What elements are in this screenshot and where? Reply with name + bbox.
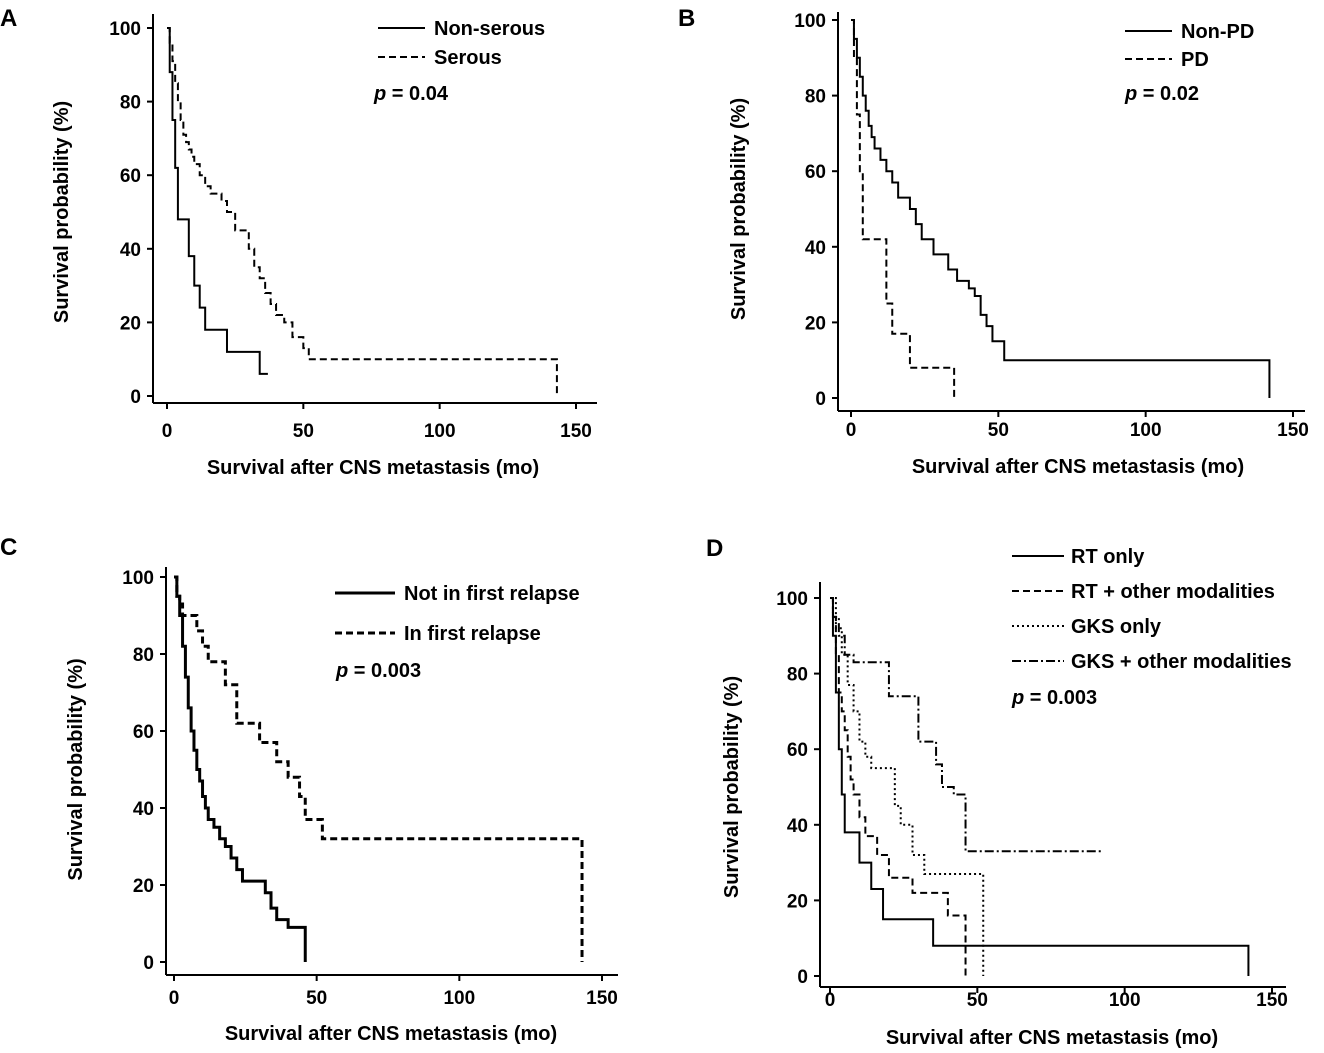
- panel-d-y-tick-label: 80: [787, 665, 808, 686]
- panel-a-y-tick-label: 0: [130, 387, 141, 408]
- panel-a-y-tick-label: 40: [120, 240, 141, 261]
- panel-d-y-tick-label: 40: [787, 816, 808, 837]
- panel-a-y-tick-label: 100: [109, 19, 141, 40]
- panel-c-letter: C: [0, 534, 17, 561]
- panel-c-series-1-curve: [174, 575, 307, 962]
- panel-c-x-tick-label: 50: [306, 988, 327, 1009]
- panel-b-x-tick-label: 0: [846, 420, 857, 441]
- panel-d-x-tick-label: 150: [1256, 990, 1288, 1011]
- panel-a-y-tick-label: 60: [120, 166, 141, 187]
- panel-a-legend-label-1: Non-serous: [434, 18, 545, 40]
- panel-d-y-axis-title: Survival probability (%): [721, 676, 743, 898]
- panel-d-series-2-curve: [830, 597, 967, 976]
- panel-b-p-number: = 0.02: [1137, 83, 1199, 105]
- panel-a-x-tick-label: 0: [162, 421, 173, 442]
- panel-d-legend-label-3: GKS only: [1071, 616, 1162, 638]
- panel-a-y-tick-label: 80: [120, 93, 141, 114]
- panel-c-p-value: p = 0.003: [335, 660, 421, 682]
- panel-a-p-value: p = 0.04: [373, 83, 449, 105]
- panel-c-y-tick-label: 100: [122, 568, 154, 589]
- panel-b-legend-label-2: PD: [1181, 49, 1209, 71]
- panel-b-p-value: p = 0.02: [1124, 83, 1199, 105]
- panel-b-series-1-curve: [851, 19, 1271, 398]
- panel-d: D 0 50 100 150 0 20 40 60 80 100 Survival after CNS…: [706, 535, 1292, 1049]
- panel-d-p-value: p = 0.003: [1011, 687, 1097, 709]
- panel-c-y-tick-label: 40: [133, 799, 154, 820]
- panel-b-x-tick-label: 150: [1277, 420, 1309, 441]
- panel-c-x-tick-label: 100: [443, 988, 475, 1009]
- panel-b-letter: B: [678, 5, 695, 32]
- panel-d-p-symbol: p: [1011, 687, 1024, 709]
- panel-b-y-tick-label: 80: [805, 87, 826, 108]
- panel-b-y-tick-label: 60: [805, 162, 826, 183]
- panel-c-y-axis-title: Survival probability (%): [65, 658, 87, 880]
- panel-c: C 0 50 100 150 0 20 40 60 80 100 Survival after CNS…: [0, 534, 618, 1045]
- panel-d-x-tick-label: 0: [825, 990, 836, 1011]
- panel-c-x-tick-label: 0: [169, 988, 180, 1009]
- panel-d-y-tick-label: 100: [776, 589, 808, 610]
- panel-d-legend-label-2: RT + other modalities: [1071, 581, 1275, 603]
- panel-d-legend-label-1: RT only: [1071, 546, 1145, 568]
- panel-b-y-tick-label: 40: [805, 238, 826, 259]
- panel-c-x-axis-title: Survival after CNS metastasis (mo): [225, 1023, 557, 1045]
- panel-b-x-tick-label: 50: [988, 420, 1009, 441]
- panel-d-letter: D: [706, 535, 723, 562]
- panel-c-legend-label-1: Not in first relapse: [404, 583, 580, 605]
- panel-a-x-tick-label: 100: [424, 421, 456, 442]
- panel-b-y-tick-label: 100: [794, 11, 826, 32]
- panel-a-series-1-curve: [167, 27, 268, 375]
- panel-b-y-axis-title: Survival probability (%): [728, 98, 750, 320]
- panel-d-x-axis-title: Survival after CNS metastasis (mo): [886, 1027, 1218, 1049]
- panel-b-p-symbol: p: [1124, 83, 1137, 105]
- panel-b-x-axis-title: Survival after CNS metastasis (mo): [912, 456, 1244, 478]
- panel-c-x-tick-label: 150: [586, 988, 618, 1009]
- panel-a-series-2-curve: [167, 27, 558, 396]
- panel-b-x-tick-label: 100: [1130, 420, 1162, 441]
- panel-b-series-2-curve: [851, 19, 956, 398]
- panel-c-series-2-curve: [174, 575, 584, 962]
- panel-d-legend-label-4: GKS + other modalities: [1071, 651, 1292, 673]
- panel-c-y-tick-label: 60: [133, 722, 154, 743]
- panel-a-y-axis-title: Survival probability (%): [51, 101, 73, 323]
- panel-d-y-tick-label: 20: [787, 891, 808, 912]
- panel-a-y-tick-label: 20: [120, 313, 141, 334]
- panel-a-letter: A: [0, 5, 17, 32]
- panel-d-p-number: = 0.003: [1024, 687, 1097, 709]
- panel-a: A 0 50 100 150 0 20 40 60 80 100 Survival after CNS…: [0, 5, 597, 479]
- panel-c-y-tick-label: 80: [133, 645, 154, 666]
- panel-c-p-symbol: p: [335, 660, 348, 682]
- panel-d-y-tick-label: 0: [797, 967, 808, 988]
- panel-c-legend-label-2: In first relapse: [404, 623, 541, 645]
- panel-b: B 0 50 100 150 0 20 40 60 80 100 Survival after CNS…: [678, 5, 1309, 478]
- panel-d-x-tick-label: 50: [967, 990, 988, 1011]
- panel-c-p-number: = 0.003: [348, 660, 421, 682]
- panel-d-y-tick-label: 60: [787, 740, 808, 761]
- panel-a-x-tick-label: 50: [293, 421, 314, 442]
- panel-c-y-tick-label: 0: [143, 953, 154, 974]
- panel-c-y-tick-label: 20: [133, 876, 154, 897]
- panel-d-x-tick-label: 100: [1109, 990, 1141, 1011]
- panel-d-series-1-curve: [830, 597, 1250, 976]
- panel-b-legend-label-1: Non-PD: [1181, 21, 1254, 43]
- panel-a-p-number: = 0.04: [386, 83, 449, 105]
- panel-b-y-tick-label: 20: [805, 313, 826, 334]
- panel-d-series-4-curve: [830, 597, 1102, 853]
- panel-b-y-tick-label: 0: [815, 389, 826, 410]
- panel-a-p-symbol: p: [373, 83, 386, 105]
- panel-a-x-axis-title: Survival after CNS metastasis (mo): [207, 457, 539, 479]
- panel-a-x-tick-label: 150: [560, 421, 592, 442]
- panel-a-legend-label-2: Serous: [434, 47, 502, 69]
